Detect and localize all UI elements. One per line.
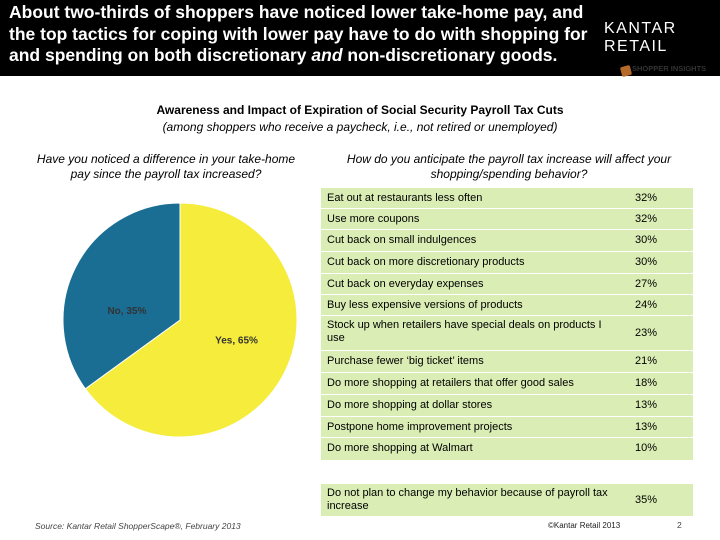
table-row: Do more shopping at Walmart 10% [321, 438, 693, 461]
chart-subtitle: (among shoppers who receive a paycheck, … [162, 120, 558, 134]
table-row: Cut back on more discretionary products 3… [321, 252, 693, 274]
row-value: 23% [635, 327, 658, 339]
row-label: Cut back on everyday expenses [327, 278, 484, 290]
row-value: 18% [635, 377, 658, 389]
table-row: Do more shopping at retailers that offer… [321, 373, 693, 395]
header-bar: About two-thirds of shoppers have notice… [0, 0, 720, 76]
table-row: Buy less expensive versions of products 2… [321, 295, 693, 316]
row-label: Buy less expensive versions of products [327, 299, 523, 311]
headline-line-3-part-a: and spending on both discretionary [9, 45, 312, 65]
brand-word-2: RETAIL [604, 38, 668, 55]
brand-word-1: KANTAR [604, 20, 677, 37]
row-value: 30% [635, 234, 658, 246]
row-label: Do not plan to change my behavior becaus… [327, 487, 608, 512]
row-label: Stock up when retailers have special dea… [327, 319, 602, 344]
row-label: Purchase fewer ‘big ticket’ items [327, 355, 484, 367]
pie-label-yes: Yes, 65% [215, 335, 258, 346]
pie-label-no: No, 35% [107, 306, 146, 317]
page-headline: About two-thirds of shoppers have notice… [9, 2, 609, 67]
row-value: 21% [635, 355, 658, 367]
table-row: Do more shopping at dollar stores 13% [321, 395, 693, 417]
headline-line-3-part-b: non-discretionary goods. [342, 45, 558, 65]
table-row: Cut back on small indulgences 30% [321, 230, 693, 252]
shopper-insights-logo: SHOPPER INSIGHTS [632, 64, 707, 73]
pie-question: Have you noticed a difference in your ta… [36, 152, 296, 181]
pie-slice-yes [84, 202, 298, 438]
headline-line-3-emphasis: and [311, 45, 343, 65]
pie-slice-no [62, 202, 181, 390]
row-label: Cut back on more discretionary products [327, 256, 525, 268]
headline-line-1: About two-thirds of shoppers have notice… [9, 2, 584, 22]
table-row: Cut back on everyday expenses 27% [321, 274, 693, 295]
row-value: 10% [635, 442, 658, 454]
row-value: 32% [635, 213, 658, 225]
row-value: 27% [635, 278, 658, 290]
table-row: Use more coupons 32% [321, 209, 693, 230]
row-label: Eat out at restaurants less often [327, 192, 483, 204]
row-label: Do more shopping at dollar stores [327, 399, 493, 411]
kantar-retail-logo: KANTAR RETAIL [604, 20, 720, 56]
row-label: Do more shopping at Walmart [327, 442, 473, 454]
row-label: Do more shopping at retailers that offer… [327, 377, 574, 389]
row-label: Cut back on small indulgences [327, 234, 477, 246]
page-number: 2 [677, 520, 682, 530]
copyright-note: ©Kantar Retail 2013 [548, 521, 621, 530]
table-row: Eat out at restaurants less often 32% [321, 188, 693, 209]
row-label: Postpone home improvement projects [327, 421, 513, 433]
headline-line-2: the top tactics for coping with lower pa… [9, 23, 588, 44]
row-value: 30% [635, 256, 658, 268]
row-label: Use more coupons [327, 213, 420, 225]
row-value: 13% [635, 399, 658, 411]
row-value: 24% [635, 299, 658, 311]
source-note: Source: Kantar Retail ShopperScape®, Feb… [35, 521, 241, 531]
table-row: Purchase fewer ‘big ticket’ items 21% [321, 351, 693, 373]
row-value: 32% [635, 192, 658, 204]
row-value: 35% [635, 494, 658, 506]
table-row: Postpone home improvement projects 13% [321, 417, 693, 438]
awareness-pie-chart: Yes, 65% No, 35% [62, 202, 298, 438]
row-value: 13% [635, 421, 658, 433]
headline-line-3: and spending on both discretionary and n… [9, 45, 609, 67]
table-question: How do you anticipate the payroll tax in… [346, 152, 672, 181]
chart-title: Awareness and Impact of Expiration of So… [156, 103, 564, 117]
table-row: Stock up when retailers have special dea… [321, 316, 693, 351]
table-row: Do not plan to change my behavior becaus… [321, 484, 693, 517]
